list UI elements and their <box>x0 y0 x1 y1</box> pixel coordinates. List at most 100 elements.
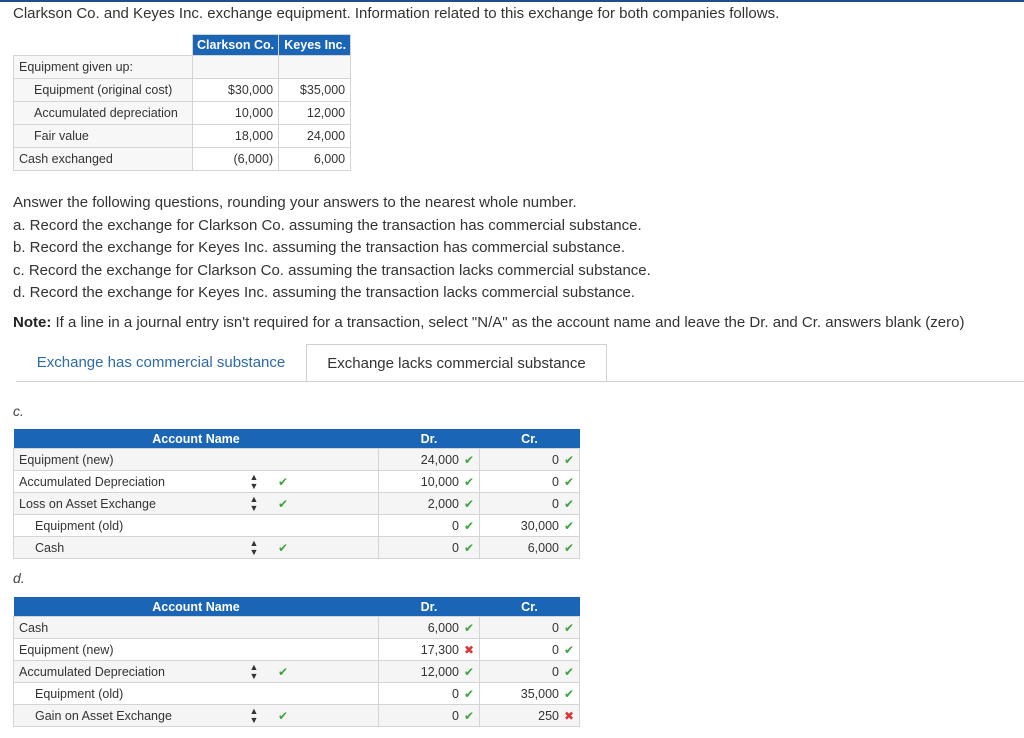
dr-value: 0 <box>452 540 459 555</box>
question-d: d. Record the exchange for Keyes Inc. as… <box>13 284 635 301</box>
select-arrows-icon[interactable]: ▲ ▼ <box>249 705 259 725</box>
clarkson-value: (6,000) <box>191 147 280 171</box>
account-cell[interactable]: Cash <box>13 616 379 639</box>
journal-table-d: Account Name Dr. Cr. Cash 6,000 ✔ 0 ✔ Equi… <box>13 597 580 727</box>
keyes-value: 24,000 <box>278 124 352 148</box>
cr-value: 0 <box>552 452 559 467</box>
check-icon: ✔ <box>563 620 575 635</box>
dr-value: 24,000 <box>420 452 459 467</box>
row-label: Fair value <box>13 124 193 148</box>
clarkson-value: 18,000 <box>191 124 280 148</box>
part-c-label: c. <box>13 403 24 419</box>
account-select[interactable]: Accumulated Depreciation ▲ ▼ ✔ <box>13 660 379 683</box>
question-b: b. Record the exchange for Keyes Inc. as… <box>13 239 625 256</box>
account-select[interactable]: Loss on Asset Exchange ▲ ▼ ✔ <box>13 492 379 515</box>
cr-header: Cr. <box>479 429 580 449</box>
top-border <box>0 0 1024 2</box>
cr-input[interactable]: 30,000 ✔ <box>479 514 580 537</box>
cr-input[interactable]: 0 ✔ <box>479 448 580 471</box>
cr-input[interactable]: 35,000 ✔ <box>479 682 580 705</box>
check-icon: ✔ <box>277 540 289 555</box>
keyes-value: 12,000 <box>278 101 352 125</box>
exchange-info-table: Clarkson Co. Keyes Inc. Equipment given … <box>13 34 352 171</box>
dr-input[interactable]: 0 ✔ <box>378 682 480 705</box>
check-icon: ✔ <box>463 708 475 723</box>
row-label: Cash exchanged <box>13 147 193 171</box>
cr-value: 35,000 <box>520 686 559 701</box>
dr-value: 10,000 <box>420 474 459 489</box>
account-select[interactable]: Gain on Asset Exchange ▲ ▼ ✔ <box>13 704 379 727</box>
select-arrows-icon[interactable]: ▲ ▼ <box>249 471 259 491</box>
journal-row: Accumulated Depreciation ▲ ▼ ✔ 12,000 ✔ 0 ✔ <box>13 660 580 683</box>
account-select[interactable]: Cash ▲ ▼ ✔ <box>13 536 379 559</box>
account-cell[interactable]: Equipment (old) <box>13 682 379 705</box>
account-name: Accumulated Depreciation <box>19 474 165 489</box>
account-header: Account Name <box>13 429 379 449</box>
account-name: Accumulated Depreciation <box>19 664 165 679</box>
account-name: Equipment (old) <box>35 518 124 533</box>
dr-input[interactable]: 0 ✔ <box>378 704 480 727</box>
dr-value: 0 <box>452 708 459 723</box>
question-lead: Answer the following questions, rounding… <box>13 194 577 211</box>
cr-value: 0 <box>552 642 559 657</box>
check-icon: ✔ <box>563 664 575 679</box>
journal-row: Cash 6,000 ✔ 0 ✔ <box>13 616 580 639</box>
cr-input[interactable]: 0 ✔ <box>479 470 580 493</box>
check-icon: ✔ <box>563 474 575 489</box>
cr-value: 6,000 <box>527 540 559 555</box>
header-keyes: Keyes Inc. <box>278 34 352 56</box>
journal-row: Equipment (old) 0 ✔ 30,000 ✔ <box>13 514 580 537</box>
account-name: Gain on Asset Exchange <box>35 708 172 723</box>
journal-row: Equipment (new) 17,300 ✖ 0 ✔ <box>13 638 580 661</box>
keyes-value: 6,000 <box>278 147 352 171</box>
check-icon: ✔ <box>277 708 289 723</box>
dr-input[interactable]: 2,000 ✔ <box>378 492 480 515</box>
cr-value: 250 <box>538 708 559 723</box>
journal-row: Loss on Asset Exchange ▲ ▼ ✔ 2,000 ✔ 0 ✔ <box>13 492 580 515</box>
dr-input[interactable]: 0 ✔ <box>378 514 480 537</box>
journal-row: Accumulated Depreciation ▲ ▼ ✔ 10,000 ✔ 0 ✔ <box>13 470 580 493</box>
journal-row: Cash ▲ ▼ ✔ 0 ✔ 6,000 ✔ <box>13 536 580 559</box>
journal-row: Equipment (old) 0 ✔ 35,000 ✔ <box>13 682 580 705</box>
dr-input[interactable]: 6,000 ✔ <box>378 616 480 639</box>
tab-lacks-commercial-substance[interactable]: Exchange lacks commercial substance <box>306 344 607 381</box>
check-icon: ✔ <box>463 540 475 555</box>
cr-input[interactable]: 0 ✔ <box>479 638 580 661</box>
check-icon: ✔ <box>563 642 575 657</box>
check-icon: ✔ <box>463 620 475 635</box>
part-d-label: d. <box>13 570 25 586</box>
journal-row: Equipment (new) 24,000 ✔ 0 ✔ <box>13 448 580 471</box>
cr-input[interactable]: 0 ✔ <box>479 616 580 639</box>
tab-has-commercial-substance[interactable]: Exchange has commercial substance <box>36 354 286 371</box>
select-arrows-icon[interactable]: ▲ ▼ <box>249 493 259 513</box>
dr-input[interactable]: 17,300 ✖ <box>378 638 480 661</box>
cr-input[interactable]: 6,000 ✔ <box>479 536 580 559</box>
note: Note: If a line in a journal entry isn't… <box>13 314 964 331</box>
select-arrows-icon[interactable]: ▲ ▼ <box>249 661 259 681</box>
cr-input[interactable]: 0 ✔ <box>479 492 580 515</box>
account-select[interactable]: Accumulated Depreciation ▲ ▼ ✔ <box>13 470 379 493</box>
cr-value: 30,000 <box>520 518 559 533</box>
account-name: Cash <box>35 540 65 555</box>
dr-value: 0 <box>452 518 459 533</box>
dr-value: 2,000 <box>427 496 459 511</box>
check-icon: ✔ <box>463 452 475 467</box>
dr-input[interactable]: 12,000 ✔ <box>378 660 480 683</box>
check-icon: ✔ <box>463 496 475 511</box>
dr-input[interactable]: 0 ✔ <box>378 536 480 559</box>
account-cell[interactable]: Equipment (old) <box>13 514 379 537</box>
dr-input[interactable]: 24,000 ✔ <box>378 448 480 471</box>
dr-value: 6,000 <box>427 620 459 635</box>
account-cell[interactable]: Equipment (new) <box>13 638 379 661</box>
keyes-value: $35,000 <box>278 78 352 102</box>
cr-input[interactable]: 0 ✔ <box>479 660 580 683</box>
select-arrows-icon[interactable]: ▲ ▼ <box>249 537 259 557</box>
check-icon: ✔ <box>463 474 475 489</box>
problem-intro: Clarkson Co. and Keyes Inc. exchange equ… <box>13 5 780 22</box>
cr-input[interactable]: 250 ✖ <box>479 704 580 727</box>
account-name: Cash <box>19 620 49 635</box>
check-icon: ✔ <box>563 496 575 511</box>
account-cell[interactable]: Equipment (new) <box>13 448 379 471</box>
dr-input[interactable]: 10,000 ✔ <box>378 470 480 493</box>
check-icon: ✔ <box>463 518 475 533</box>
